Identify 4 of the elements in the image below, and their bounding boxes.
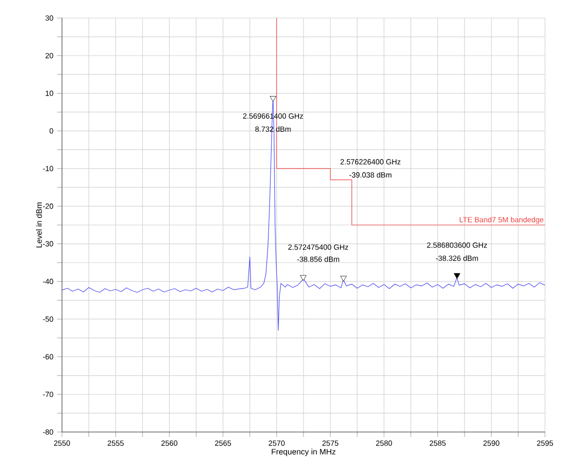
point [340, 276, 347, 282]
point [300, 275, 306, 281]
point [270, 96, 276, 102]
point [454, 273, 460, 279]
